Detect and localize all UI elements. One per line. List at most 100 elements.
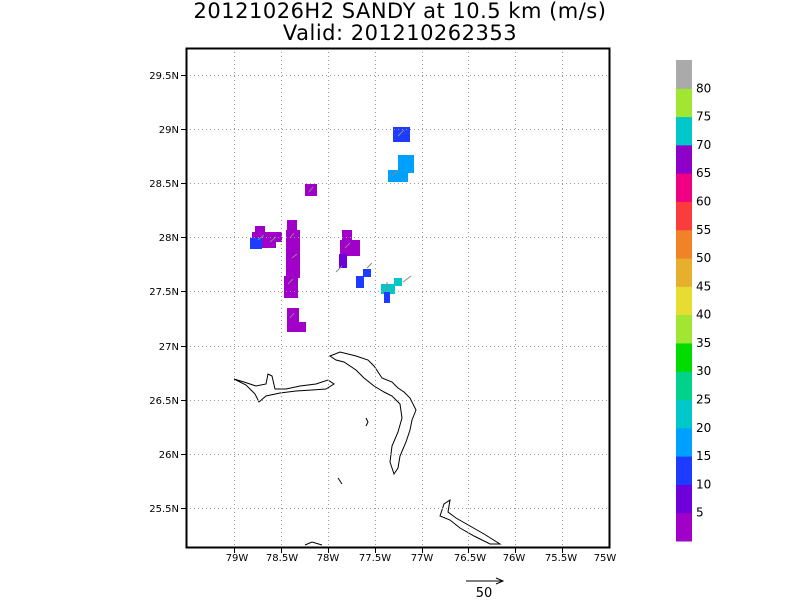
colorbar-label: 5	[696, 506, 704, 520]
wind-cell	[394, 278, 402, 286]
wind-cell	[284, 276, 298, 298]
wind-arrow	[335, 265, 343, 273]
title-line-1: 20121026H2 SANDY at 10.5 km (m/s)	[193, 0, 607, 23]
lat-tick-label: 27N	[159, 342, 179, 353]
wind-cell	[296, 322, 306, 332]
wind-cell	[381, 284, 395, 294]
colorbar-swatch	[676, 342, 692, 372]
lat-tick-label: 26N	[159, 450, 179, 461]
coastline-eleuthera	[439, 498, 502, 545]
colorbar-swatch	[676, 427, 692, 457]
colorbar-swatch	[676, 88, 692, 118]
wind-arrow	[291, 253, 298, 259]
colorbar-swatch	[676, 399, 692, 429]
scale-label: 50	[476, 586, 493, 600]
colorbar-swatch	[676, 286, 692, 316]
colorbar-label: 40	[696, 308, 711, 322]
wind-arrow	[257, 234, 265, 241]
colorbar-swatch	[676, 456, 692, 485]
coastline	[233, 351, 502, 546]
wind-arrow	[391, 169, 399, 177]
wind-cell	[388, 170, 408, 182]
lon-tick-label: 77W	[411, 553, 434, 564]
wind-cell	[286, 230, 300, 278]
wind-cell	[393, 127, 410, 142]
colorbar: 5 10 15 20 25 30 35 40 45 50 55 60 65 70 75 80	[676, 60, 711, 542]
colorbar-label: 55	[696, 223, 711, 237]
title-line-2: Valid: 201210262353	[282, 21, 518, 45]
plot-frame	[185, 47, 611, 549]
wind-cell	[255, 226, 265, 234]
colorbar-label: 80	[696, 81, 711, 95]
wind-cell	[356, 276, 364, 288]
colorbar-label: 10	[696, 477, 711, 491]
colorbar-label: 25	[696, 393, 711, 407]
lat-tick-label: 28N	[159, 233, 179, 244]
lon-tick-label: 78W	[317, 553, 340, 564]
wind-cell	[250, 238, 262, 249]
colorbar-swatch	[676, 512, 692, 542]
wind-cell	[384, 292, 390, 303]
colorbar-swatch	[676, 173, 692, 202]
lat-labels: 29.5N 29N 28.5N 28N 27.5N 27N 26.5N 26N …	[149, 71, 179, 515]
colorbar-label: 15	[696, 449, 711, 463]
wind-arrows	[257, 129, 412, 319]
wind-cell	[363, 269, 371, 277]
wind-cell	[287, 220, 297, 232]
wind-cell	[340, 240, 360, 256]
wind-arrow	[289, 312, 295, 319]
coastline-abaco	[328, 351, 417, 476]
tick-marks	[181, 75, 563, 553]
lon-tick-label: 76.5W	[454, 553, 486, 564]
coastline-islet	[365, 417, 369, 427]
wind-cell	[398, 155, 414, 173]
lon-tick-label: 77.5W	[359, 553, 391, 564]
coastline-andros	[304, 541, 323, 546]
lat-tick-label: 29.5N	[149, 71, 179, 82]
coastline-islet	[337, 477, 343, 485]
colorbar-swatch	[676, 116, 692, 146]
wind-cell	[339, 254, 347, 268]
wind-arrow	[287, 278, 294, 285]
coastline-grand-bahama	[233, 373, 335, 403]
colorbar-swatch	[676, 60, 692, 89]
wind-cell	[262, 240, 276, 248]
wind-arrow	[366, 262, 373, 269]
colorbar-label: 75	[696, 110, 711, 124]
colorbar-label: 45	[696, 279, 711, 293]
lon-labels: 79W 78.5W 78W 77.5W 77W 76.5W 76W 75.5W …	[226, 553, 617, 564]
scale-arrowhead-icon	[495, 577, 505, 585]
lat-tick-label: 29N	[159, 125, 179, 136]
lat-tick-label: 26.5N	[149, 396, 179, 407]
lon-tick-label: 78.5W	[266, 553, 298, 564]
lon-tick-label: 79W	[226, 553, 249, 564]
colorbar-label: 65	[696, 166, 711, 180]
colorbar-label: 35	[696, 336, 711, 350]
wind-arrow	[308, 186, 314, 193]
colorbar-swatch	[676, 144, 692, 174]
colorbar-label: 60	[696, 194, 711, 208]
wind-arrow	[344, 242, 351, 249]
colorbar-swatch	[676, 258, 692, 287]
colorbar-swatch	[676, 314, 692, 344]
grid-lines	[186, 48, 610, 548]
colorbar-swatch	[676, 371, 692, 401]
colorbar-label: 70	[696, 138, 711, 152]
scale-vector: 50	[466, 577, 505, 600]
wind-arrow	[402, 275, 412, 283]
colorbar-label: 20	[696, 421, 711, 435]
colorbar-swatch	[676, 201, 692, 231]
colorbar-label: 30	[696, 364, 711, 378]
colorbar-swatch	[676, 229, 692, 259]
wind-cell	[342, 230, 352, 242]
map-title: 20121026H2 SANDY at 10.5 km (m/s) Valid:…	[0, 0, 800, 44]
colorbar-swatch	[676, 484, 692, 514]
lon-tick-label: 75W	[594, 553, 617, 564]
lat-tick-label: 27.5N	[149, 287, 179, 298]
colorbar-label: 50	[696, 251, 711, 265]
lat-tick-label: 28.5N	[149, 179, 179, 190]
lon-tick-label: 75.5W	[545, 553, 577, 564]
wind-arrow	[397, 129, 405, 137]
lon-tick-label: 76W	[503, 553, 526, 564]
